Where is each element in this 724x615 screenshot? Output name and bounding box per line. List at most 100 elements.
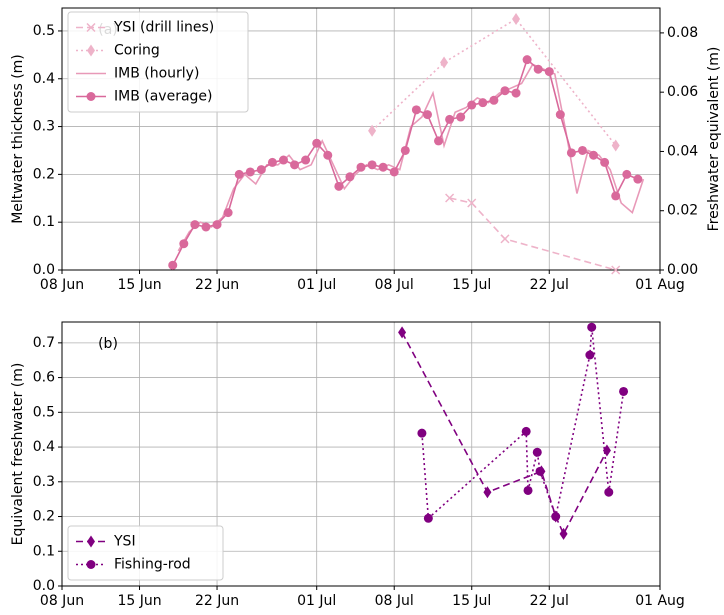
marker xyxy=(633,174,643,184)
marker xyxy=(345,172,355,182)
x-tick-label: 22 Jul xyxy=(530,593,569,609)
marker xyxy=(522,55,532,65)
series-line xyxy=(401,332,608,536)
series-line xyxy=(371,17,617,147)
legend-marker xyxy=(86,92,96,101)
x-tick-label: 08 Jun xyxy=(40,277,84,293)
y-tick-label: 0.4 xyxy=(33,439,55,455)
marker xyxy=(483,486,492,499)
legend-label: Fishing-rod xyxy=(114,557,191,573)
marker xyxy=(535,466,545,476)
y-tick-label: 0.4 xyxy=(33,71,55,87)
x-tick-label: 01 Aug xyxy=(635,277,685,293)
marker xyxy=(434,136,444,146)
marker xyxy=(378,162,388,172)
marker xyxy=(611,265,621,275)
y2-tick-label: 0.00 xyxy=(667,262,698,278)
marker xyxy=(544,67,554,77)
y2-tick-label: 0.06 xyxy=(667,84,698,100)
marker xyxy=(267,157,277,167)
legend-label: IMB (average) xyxy=(114,89,213,105)
y2-axis-label: Freshwater equivalent (m) xyxy=(706,47,722,232)
legend-label: YSI (drill lines) xyxy=(113,20,214,36)
marker xyxy=(400,145,410,155)
x-tick-label: 08 Jul xyxy=(375,277,414,293)
y-tick-label: 0.7 xyxy=(33,335,55,351)
marker xyxy=(467,198,477,208)
marker xyxy=(398,326,407,339)
marker xyxy=(445,114,455,124)
y2-tick-label: 0.02 xyxy=(667,203,698,219)
marker xyxy=(478,98,488,108)
legend-label: IMB (hourly) xyxy=(114,66,199,82)
marker xyxy=(521,426,531,436)
marker xyxy=(201,222,211,232)
marker xyxy=(367,160,377,170)
legend-label: YSI xyxy=(113,534,136,550)
marker xyxy=(190,220,200,230)
marker xyxy=(423,513,433,523)
marker xyxy=(312,138,322,148)
marker xyxy=(168,260,178,270)
marker xyxy=(500,234,510,244)
y-tick-label: 0.5 xyxy=(33,404,55,420)
x-tick-label: 08 Jul xyxy=(375,593,414,609)
marker xyxy=(301,155,311,165)
y-tick-label: 0.1 xyxy=(33,543,55,559)
marker xyxy=(566,148,576,158)
series-line xyxy=(449,197,616,271)
marker xyxy=(411,105,421,115)
marker xyxy=(611,191,621,201)
marker xyxy=(587,322,597,332)
y-tick-label: 0.3 xyxy=(33,119,55,135)
x-tick-label: 22 Jun xyxy=(195,593,239,609)
y-tick-label: 0.0 xyxy=(33,262,55,278)
legend-marker xyxy=(86,22,96,33)
plot-frame xyxy=(61,7,661,271)
y-tick-label: 0.2 xyxy=(33,509,55,525)
marker xyxy=(356,162,366,172)
marker xyxy=(179,239,189,249)
marker xyxy=(422,110,432,120)
marker xyxy=(512,12,521,25)
marker xyxy=(440,56,449,69)
marker xyxy=(622,169,632,179)
marker xyxy=(511,88,521,98)
marker xyxy=(389,167,399,177)
marker xyxy=(532,447,542,457)
y2-tick-label: 0.08 xyxy=(667,25,698,41)
x-tick-label: 22 Jul xyxy=(530,277,569,293)
marker xyxy=(600,157,610,167)
marker xyxy=(559,527,568,540)
marker xyxy=(467,100,477,110)
panel-label: (b) xyxy=(98,336,118,352)
marker xyxy=(245,167,255,177)
y-tick-label: 0.5 xyxy=(33,23,55,39)
y-axis-label: Equivalent freshwater (m) xyxy=(10,363,26,546)
marker xyxy=(577,145,587,155)
marker xyxy=(551,512,561,522)
marker xyxy=(368,124,377,137)
marker xyxy=(323,150,333,160)
y-tick-label: 0.0 xyxy=(33,578,55,594)
marker xyxy=(445,193,455,203)
marker xyxy=(555,110,565,120)
x-tick-label: 15 Jul xyxy=(452,277,491,293)
marker xyxy=(278,155,288,165)
x-tick-label: 15 Jul xyxy=(452,593,491,609)
marker xyxy=(234,169,244,179)
marker xyxy=(589,150,599,160)
marker xyxy=(585,350,595,360)
marker xyxy=(523,485,533,495)
y-tick-label: 0.3 xyxy=(33,474,55,490)
x-tick-label: 08 Jun xyxy=(40,593,84,609)
marker xyxy=(212,220,222,230)
y-tick-label: 0.2 xyxy=(33,166,55,182)
x-tick-label: 15 Jun xyxy=(117,593,161,609)
x-tick-label: 22 Jun xyxy=(195,277,239,293)
legend-marker xyxy=(86,560,96,569)
legend-marker xyxy=(87,535,95,548)
y-tick-label: 0.1 xyxy=(33,214,55,230)
x-tick-label: 01 Jul xyxy=(297,593,336,609)
